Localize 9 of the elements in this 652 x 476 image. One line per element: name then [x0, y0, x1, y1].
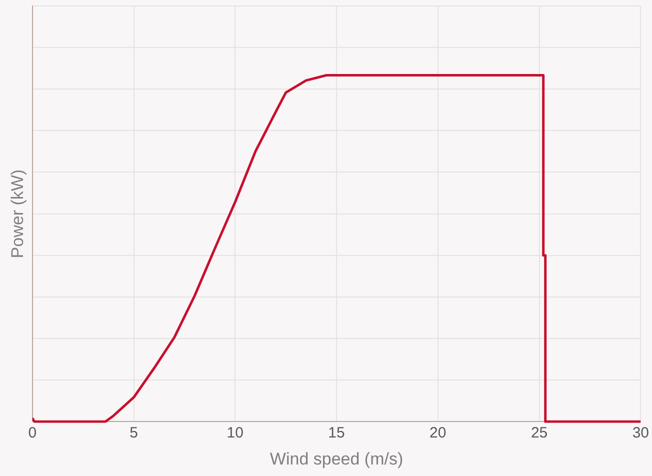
x-tick-label: 0	[28, 424, 37, 442]
x-tick-label: 10	[226, 424, 244, 442]
x-tick-label: 5	[130, 424, 138, 442]
x-tick-label: 15	[328, 424, 345, 442]
x-tick-label: 30	[632, 424, 649, 442]
x-tick-label: 20	[430, 424, 446, 442]
x-axis-title: Wind speed (m/s)	[270, 449, 404, 468]
x-tick-label: 25	[530, 424, 548, 442]
y-axis-title: Power (kW)	[8, 169, 27, 258]
